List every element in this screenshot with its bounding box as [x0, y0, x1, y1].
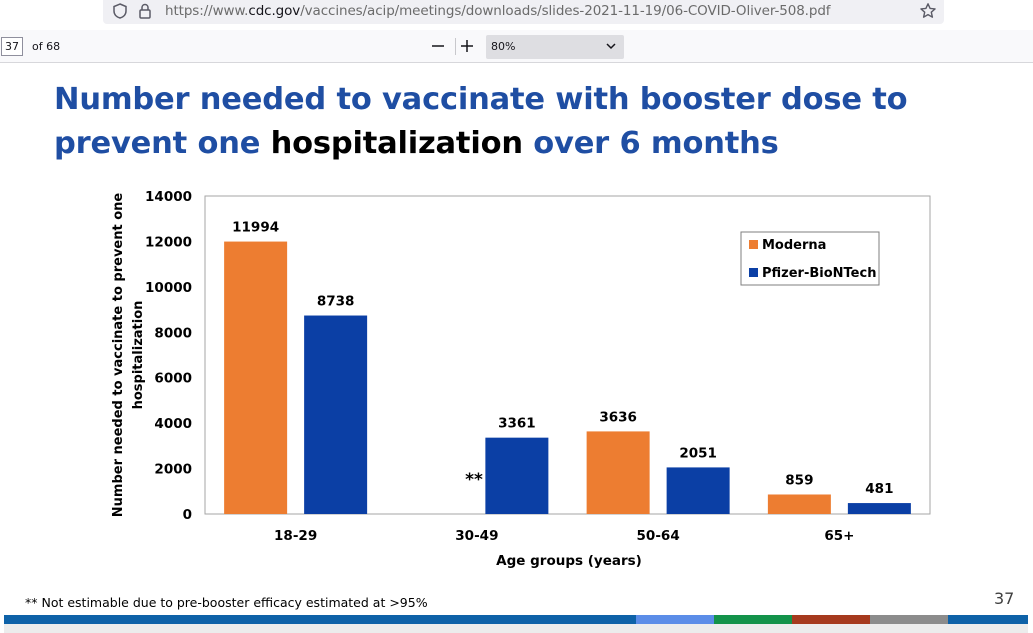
bar-pfizer-biontech-65+ — [847, 503, 911, 514]
y-tick-label: 14000 — [145, 189, 192, 205]
zoom-select[interactable]: 80% — [486, 35, 624, 59]
zoom-out-icon[interactable] — [428, 36, 448, 56]
lock-icon[interactable] — [136, 2, 154, 20]
page-number-input[interactable]: 37 — [1, 37, 23, 56]
y-axis-label-line1: Number needed to vaccinate to prevent on… — [111, 193, 126, 518]
not-estimable-annotation: ** — [465, 470, 483, 490]
decorative-stripes — [4, 615, 1028, 624]
stripe-gray — [870, 615, 948, 624]
bar-value-label: 11994 — [232, 220, 279, 236]
bar-value-label: 2051 — [679, 445, 717, 461]
bar-moderna-50-64 — [586, 431, 650, 514]
bar-value-label: 8738 — [317, 294, 355, 310]
zoom-in-icon[interactable] — [457, 36, 477, 56]
stripe-green — [714, 615, 792, 624]
bar-chart: 0 2000 4000 6000 8000 10000 12000 14000 11994 87… — [111, 189, 931, 569]
bar-moderna-18-29 — [224, 241, 288, 514]
url-field[interactable]: https://www.cdc.gov/vaccines/acip/meetin… — [103, 0, 944, 24]
stripe-blue-end — [948, 615, 1028, 624]
pdf-slide: Number needed to vaccinate with booster … — [4, 63, 1028, 633]
zoom-value: 80% — [491, 40, 516, 53]
bottom-bar — [4, 624, 1028, 633]
x-tick-label: 30-49 — [455, 528, 498, 544]
bar-pfizer-biontech-18-29 — [304, 315, 368, 514]
pdf-toolbar: 37 of 68 80% — [0, 30, 1033, 63]
y-tick-label: 6000 — [154, 371, 192, 387]
legend-box — [740, 231, 880, 286]
y-tick-label: 8000 — [154, 325, 192, 341]
legend-label-pfizer: Pfizer-BioNTech — [762, 266, 876, 281]
bar-moderna-65+ — [767, 494, 831, 514]
x-tick-label: 65+ — [824, 528, 854, 544]
y-axis-label-line2: hospitalization — [131, 301, 146, 410]
slide-title: Number needed to vaccinate with booster … — [54, 82, 908, 161]
url-text[interactable]: https://www.cdc.gov/vaccines/acip/meetin… — [165, 3, 831, 19]
stripe-light-blue — [636, 615, 714, 624]
x-axis-label: Age groups (years) — [496, 553, 642, 569]
bars — [224, 241, 911, 514]
slide-number: 37 — [994, 589, 1015, 608]
bar-value-label: 3636 — [599, 409, 637, 425]
footnote: ** Not estimable due to pre-booster effi… — [25, 595, 428, 610]
x-tick-label: 18-29 — [274, 528, 317, 544]
legend-swatch-pfizer — [749, 268, 758, 277]
browser-url-bar: https://www.cdc.gov/vaccines/acip/meetin… — [0, 0, 1033, 26]
page-count: of 68 — [32, 40, 61, 53]
bar-value-label: 3361 — [498, 416, 536, 432]
y-axis-label: Number needed to vaccinate to prevent on… — [111, 193, 146, 518]
y-tick-label: 0 — [183, 507, 192, 523]
y-tick-label: 12000 — [145, 234, 192, 250]
y-tick-label: 2000 — [154, 462, 192, 478]
stripe-red — [792, 615, 870, 624]
zoom-separator — [455, 38, 456, 55]
y-axis-ticks: 0 2000 4000 6000 8000 10000 12000 14000 — [145, 189, 192, 523]
y-tick-label: 10000 — [145, 280, 192, 296]
bar-pfizer-biontech-30-49 — [485, 437, 549, 514]
chevron-down-icon — [606, 43, 616, 50]
bar-value-label: 481 — [865, 481, 893, 497]
bar-pfizer-biontech-50-64 — [666, 467, 730, 514]
x-axis-ticks: 18-29 30-49 50-64 65+ — [274, 528, 854, 544]
legend-label-moderna: Moderna — [762, 238, 826, 253]
x-tick-label: 50-64 — [637, 528, 680, 544]
bar-value-label: 859 — [785, 472, 813, 488]
legend-swatch-moderna — [749, 240, 758, 249]
bar-labels: 11994 8738 3361 3636 2051 859 481 — [232, 220, 893, 498]
legend: Moderna Pfizer-BioNTech — [740, 231, 880, 286]
star-icon[interactable] — [919, 2, 937, 20]
shield-icon[interactable] — [111, 2, 129, 20]
stripe-blue — [4, 615, 636, 624]
y-tick-label: 4000 — [154, 416, 192, 432]
